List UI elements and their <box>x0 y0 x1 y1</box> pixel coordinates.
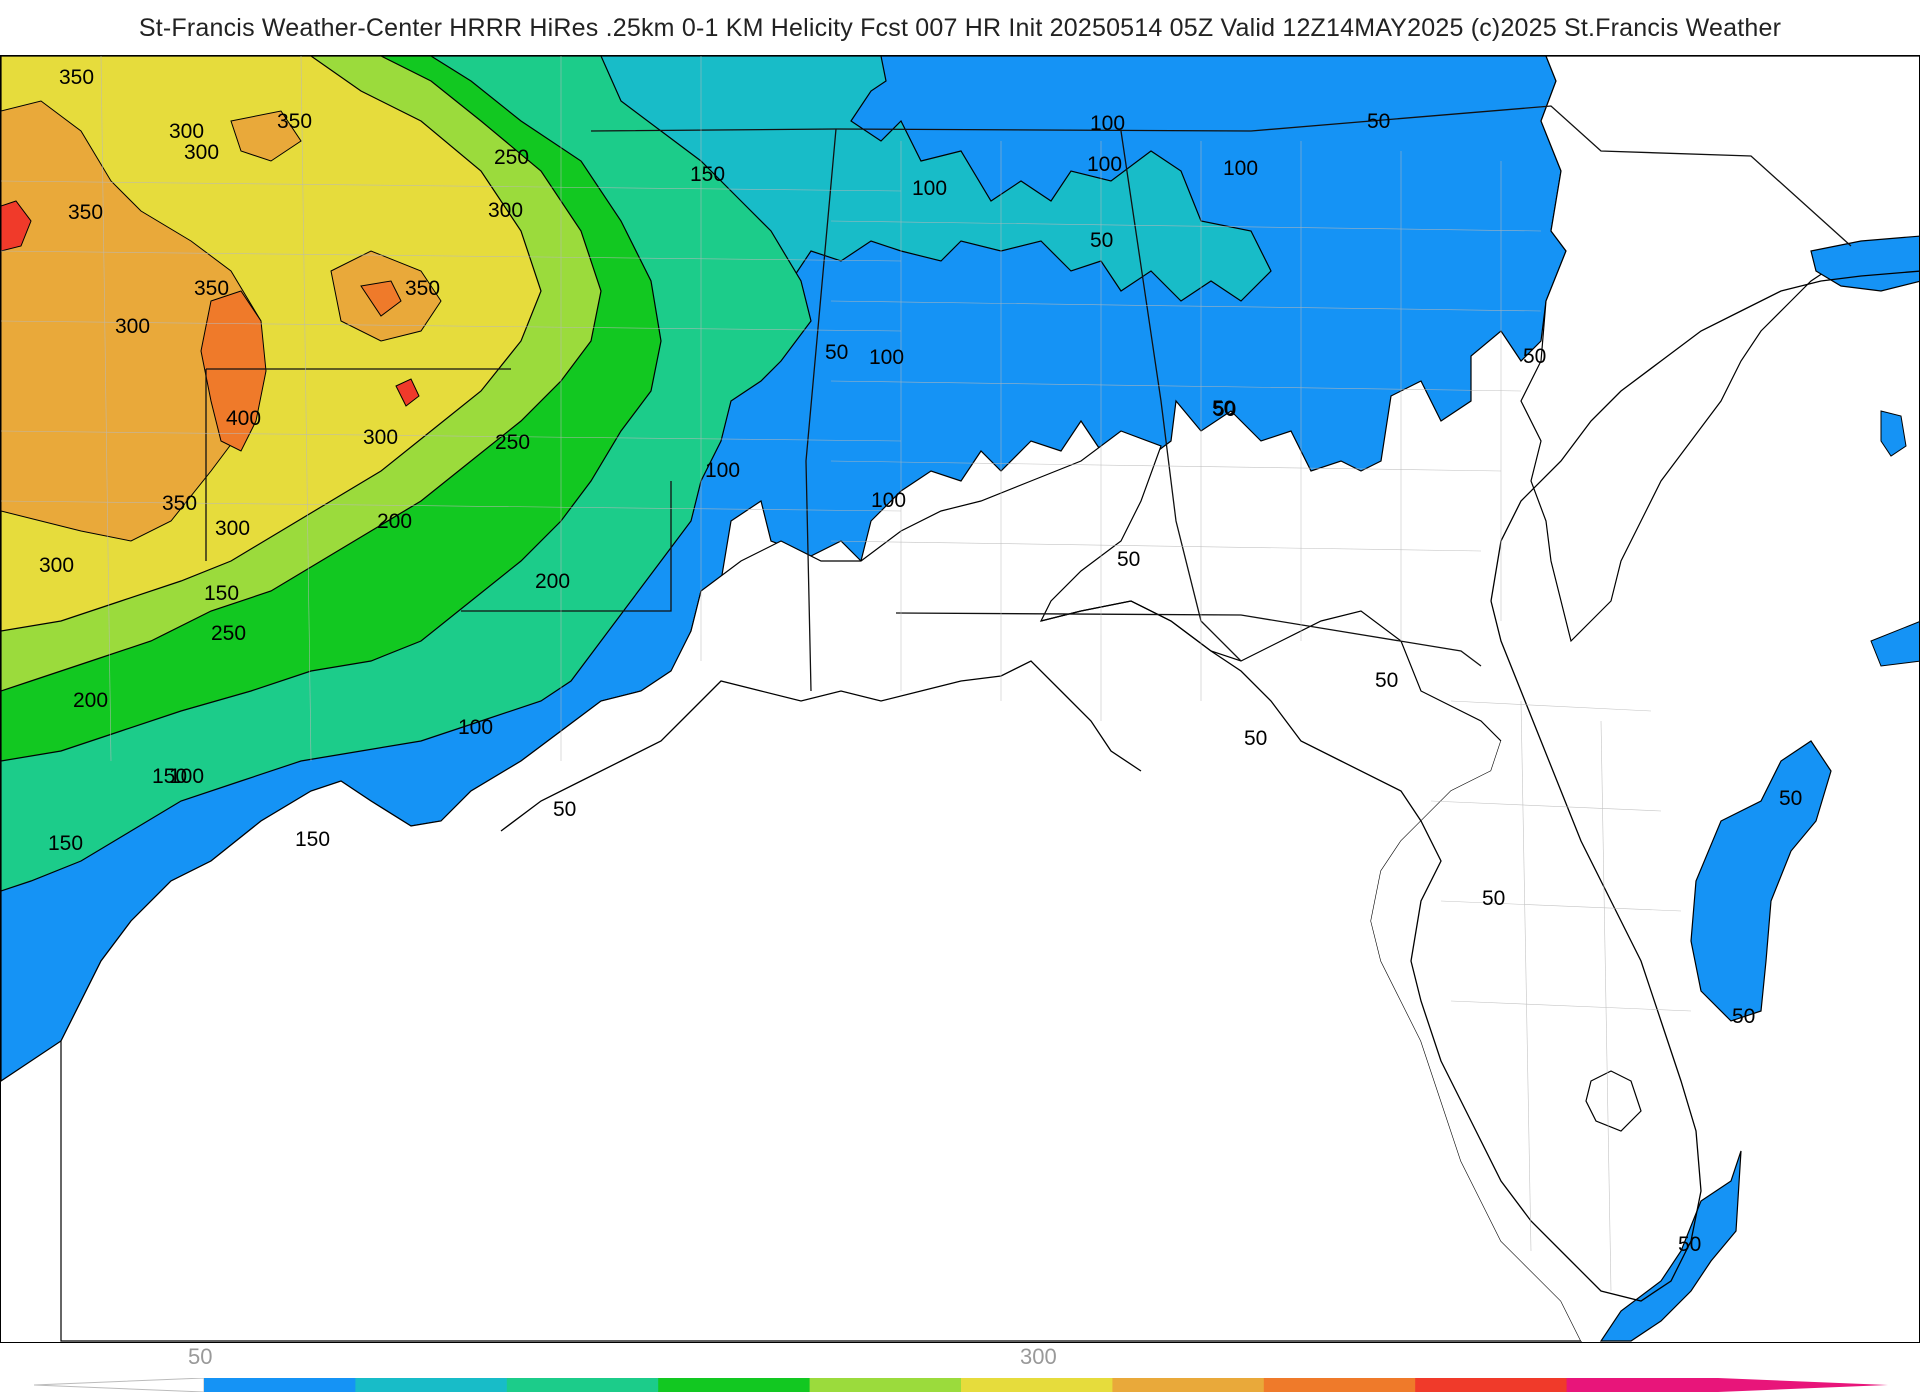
contour-label: 350 <box>59 66 94 89</box>
contour-label: 300 <box>215 517 250 540</box>
contour-label: 50 <box>1678 1233 1701 1256</box>
county-lines <box>1 56 1692 1292</box>
colorbar-segment <box>1263 1378 1416 1392</box>
contour-label: 350 <box>277 110 312 133</box>
contour-label: 400 <box>226 407 261 430</box>
contour-label: 50 <box>1117 548 1140 571</box>
contour-label: 150 <box>204 582 239 605</box>
colorbar-segment <box>809 1378 962 1392</box>
colorbar-segment <box>1415 1378 1568 1392</box>
colorbar-label-min: 50 <box>188 1344 213 1369</box>
contour-label: 350 <box>162 492 197 515</box>
contour-label: 100 <box>169 765 204 788</box>
lake-okeechobee <box>1585 1070 1642 1132</box>
contour-label: 100 <box>1087 153 1122 176</box>
contour-label: 100 <box>869 346 904 369</box>
contour-label: 150 <box>690 163 725 186</box>
contour-label: 300 <box>363 426 398 449</box>
colorbar-segment <box>1566 1378 1719 1392</box>
contour-label: 200 <box>73 689 108 712</box>
contour-label: 100 <box>1223 157 1258 180</box>
contour-label: 150 <box>152 765 187 788</box>
colorbar-segment <box>961 1378 1113 1392</box>
map-canvas: 350 300 350 300 350 250 300 350 300 350 400 300 350 3… <box>1 56 1919 1342</box>
helicity-zone-350c <box>230 110 302 162</box>
contour-label: 100 <box>458 716 493 739</box>
contour-label: 250 <box>494 146 529 169</box>
contour-label: 50 <box>1523 345 1546 368</box>
contour-label: 150 <box>295 828 330 851</box>
contour-label: 50 <box>1367 110 1390 133</box>
contour-label: 300 <box>184 141 219 164</box>
colorbar-segment <box>506 1378 659 1392</box>
coastline-florida <box>1040 600 1702 1302</box>
contour-label: 250 <box>495 431 530 454</box>
low-helicity-atlantic <box>1520 56 1919 643</box>
contour-label: 50 <box>1482 887 1505 910</box>
colorbar <box>34 1378 1888 1392</box>
colorbar-segment <box>355 1378 508 1392</box>
helicity-zone-50-atlantic-3 <box>1810 235 1919 292</box>
contour-label: 50 <box>825 341 848 364</box>
contour-label: 300 <box>488 199 523 222</box>
colorbar-segment <box>1112 1378 1265 1392</box>
contour-label: 100 <box>912 177 947 200</box>
contour-label: 50 <box>1213 398 1236 421</box>
contour-label: 300 <box>39 554 74 577</box>
contour-label: 350 <box>194 277 229 300</box>
helicity-map: 350 300 350 300 350 250 300 350 300 350 400 300 350 3… <box>0 55 1920 1343</box>
helicity-zone-50-atlantic-5 <box>1870 621 1919 667</box>
state-borders <box>205 105 1852 692</box>
contour-label: 50 <box>1375 669 1398 692</box>
contour-label: 50 <box>553 798 576 821</box>
colorbar-segment <box>658 1378 811 1392</box>
colorbar-segment <box>204 1378 356 1392</box>
coastline-atlantic <box>1490 270 1919 602</box>
contour-label: 200 <box>377 510 412 533</box>
contour-label: 150 <box>48 832 83 855</box>
contour-label: 350 <box>68 201 103 224</box>
contour-label: 50 <box>1244 727 1267 750</box>
contour-labels: 350 300 350 300 350 250 300 350 300 350 400 300 350 3… <box>39 66 1802 1256</box>
contour-label: 50 <box>1779 787 1802 810</box>
contour-label: 100 <box>705 459 740 482</box>
helicity-zone-50-atlantic-4 <box>1880 410 1907 457</box>
colorbar-arrow-high <box>1718 1378 1888 1392</box>
helicity-zone-450b <box>395 378 420 407</box>
colorbar-arrow-low <box>34 1378 205 1392</box>
contour-label: 100 <box>1090 112 1125 135</box>
helicity-zone-400b <box>360 280 402 317</box>
contour-label: 50 <box>1732 1005 1755 1028</box>
contour-label: 50 <box>1090 229 1113 252</box>
contour-label: 350 <box>405 277 440 300</box>
coastline-gulf <box>500 660 1142 832</box>
contour-label: 300 <box>115 315 150 338</box>
contour-label: 50 <box>1212 397 1235 420</box>
colorbar-label-mid: 300 <box>1020 1344 1057 1369</box>
contour-label: 200 <box>535 570 570 593</box>
chart-title: St-Francis Weather-Center HRRR HiRes .25… <box>138 14 1782 42</box>
contour-label: 250 <box>211 622 246 645</box>
contour-label: 100 <box>871 489 906 512</box>
contour-label: 300 <box>169 120 204 143</box>
helicity-zone-450 <box>1 200 32 252</box>
helicity-zone-50-atlantic-2 <box>1599 1150 1742 1342</box>
helicity-zone-50-atlantic-1 <box>1690 740 1832 1022</box>
